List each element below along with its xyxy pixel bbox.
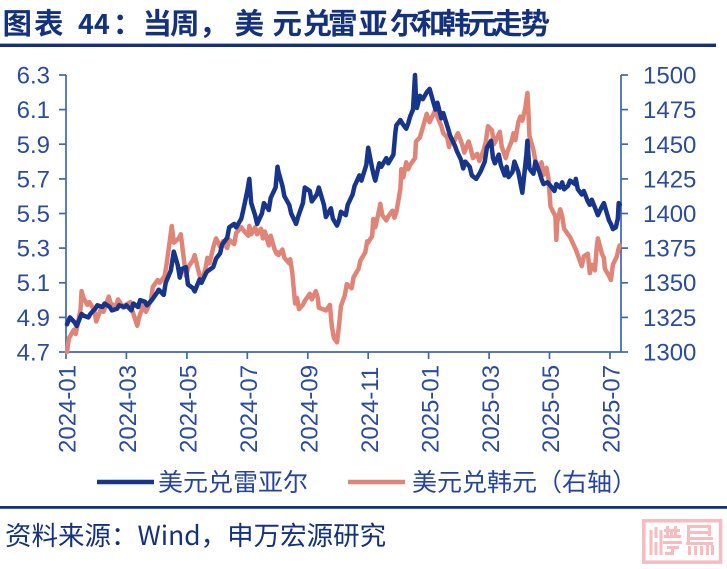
svg-text:1450: 1450: [643, 132, 696, 159]
svg-text:1400: 1400: [643, 201, 696, 228]
svg-text:6.1: 6.1: [17, 97, 50, 124]
svg-text:5.1: 5.1: [17, 270, 50, 297]
svg-text:1325: 1325: [643, 305, 696, 332]
svg-text:1425: 1425: [643, 166, 696, 193]
svg-text:1350: 1350: [643, 270, 696, 297]
svg-text:1300: 1300: [643, 340, 696, 367]
svg-text:2024-05: 2024-05: [176, 365, 203, 453]
svg-text:2024-07: 2024-07: [236, 365, 263, 453]
svg-text:2024-11: 2024-11: [357, 367, 384, 453]
svg-text:1375: 1375: [643, 236, 696, 263]
svg-text:5.9: 5.9: [17, 132, 50, 159]
svg-text:1475: 1475: [643, 97, 696, 124]
svg-text:2024-09: 2024-09: [297, 365, 324, 453]
svg-text:6.3: 6.3: [17, 63, 50, 90]
svg-text:2025-03: 2025-03: [478, 365, 505, 453]
svg-text:5.5: 5.5: [17, 201, 50, 228]
svg-text:2024-03: 2024-03: [115, 365, 142, 453]
svg-text:5.7: 5.7: [17, 166, 50, 193]
svg-text:2024-01: 2024-01: [55, 365, 82, 453]
svg-text:2025-01: 2025-01: [417, 365, 444, 453]
svg-text:1500: 1500: [643, 63, 696, 90]
svg-text:4.7: 4.7: [17, 340, 50, 367]
svg-text:2025-05: 2025-05: [538, 365, 565, 453]
svg-text:5.3: 5.3: [17, 236, 50, 263]
svg-text:2025-07: 2025-07: [599, 365, 626, 453]
svg-text:4.9: 4.9: [17, 305, 50, 332]
